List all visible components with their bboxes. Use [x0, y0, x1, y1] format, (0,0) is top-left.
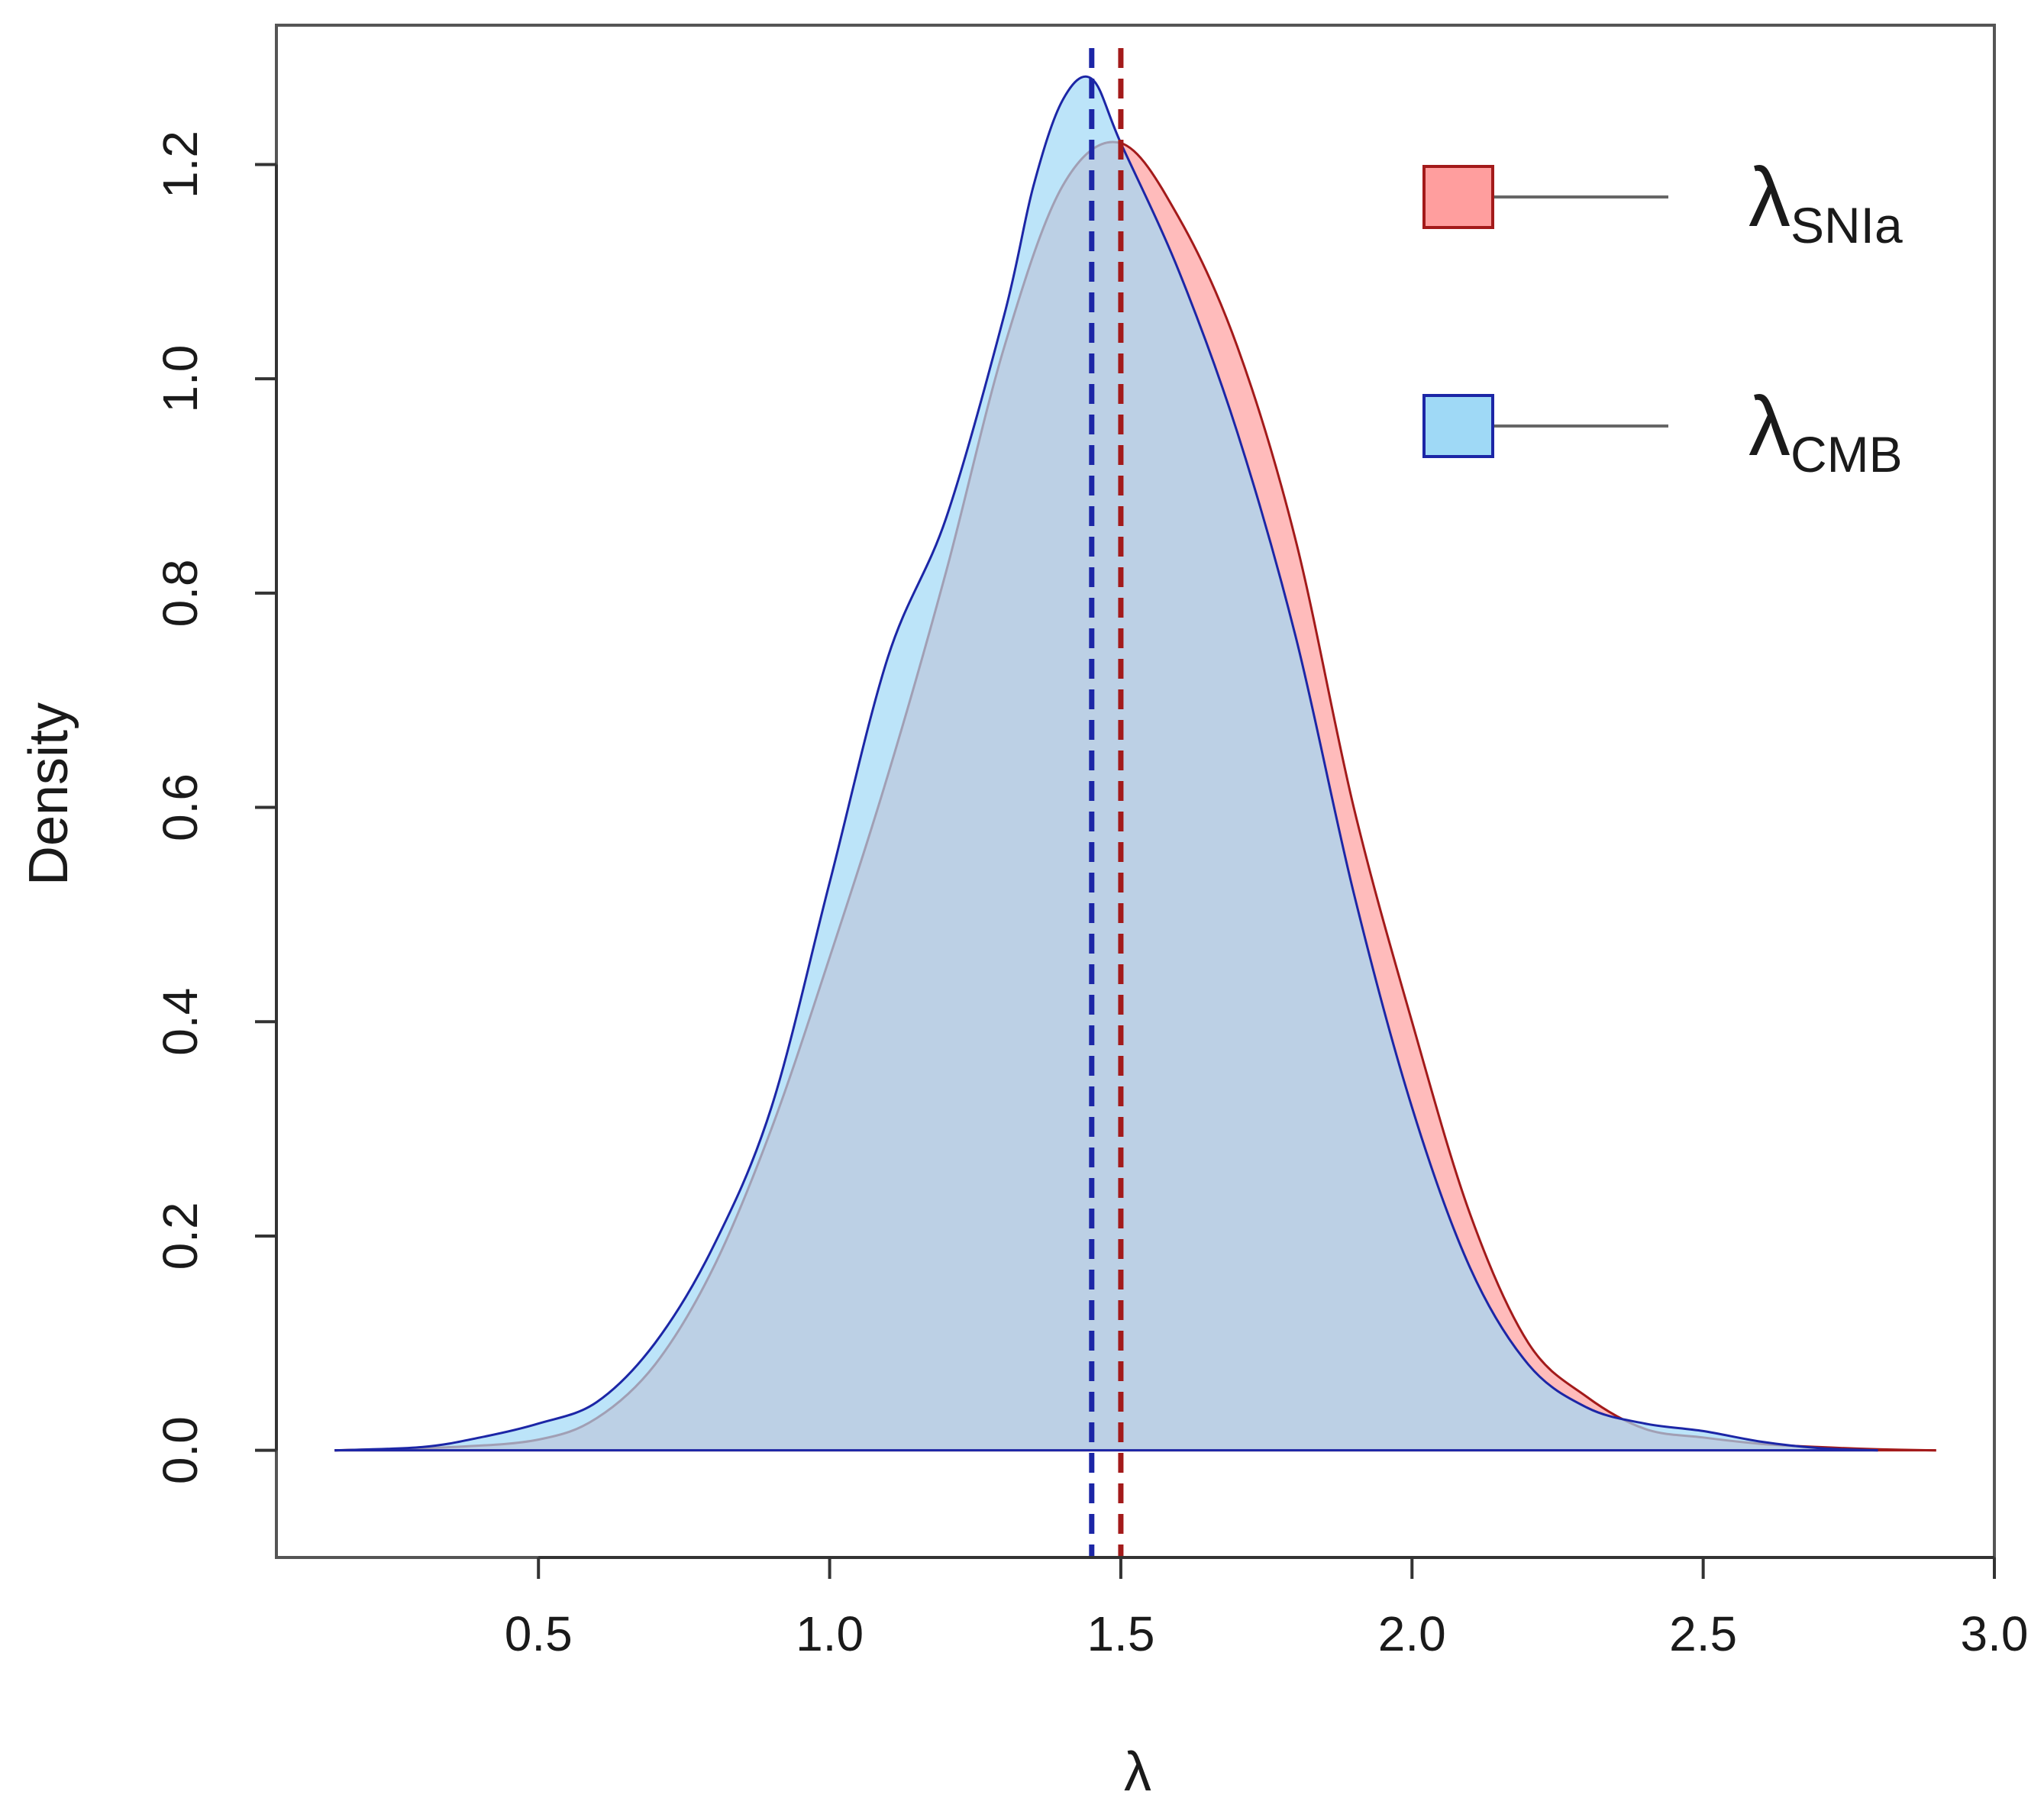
- y-axis-title: Density: [18, 702, 79, 886]
- legend-label-snia: λSNIa: [1749, 150, 1903, 253]
- y-tick-label: 0.6: [153, 773, 208, 841]
- legend-label-subscript: SNIa: [1791, 197, 1903, 253]
- y-tick-label: 1.0: [153, 345, 208, 413]
- x-tick-label: 2.5: [1669, 1606, 1737, 1661]
- x-tick-label: 2.0: [1378, 1606, 1446, 1661]
- plot-area: [334, 48, 1936, 1556]
- y-tick-label: 0.0: [153, 1416, 208, 1484]
- x-tick-label: 1.0: [796, 1606, 864, 1661]
- legend-swatch-cmb: [1422, 394, 1494, 458]
- x-tick-label: 0.5: [505, 1606, 573, 1661]
- legend-label-symbol: λ: [1749, 150, 1791, 244]
- y-tick-label: 0.8: [153, 559, 208, 627]
- y-tick-label: 1.2: [153, 131, 208, 199]
- axes: 0.5 1.0 1.5 2.0 2.5 3.0 0.0 0.2 0.4 0.6 0.8 1.0 1.2: [153, 24, 2029, 1661]
- legend-swatch-snia: [1422, 165, 1494, 229]
- x-axis-title: λ: [1124, 1741, 1151, 1803]
- y-tick-label: 0.4: [153, 988, 208, 1056]
- x-tick-label: 3.0: [1961, 1606, 2029, 1661]
- x-tick-label: 1.5: [1087, 1606, 1154, 1661]
- legend-label-cmb: λCMB: [1749, 379, 1903, 483]
- density-area-cmb: [334, 76, 1878, 1451]
- legend-label-symbol: λ: [1749, 379, 1791, 473]
- y-tick-label: 0.2: [153, 1202, 208, 1270]
- density-line-cmb: [334, 75, 1878, 1452]
- legend-label-subscript: CMB: [1791, 426, 1903, 483]
